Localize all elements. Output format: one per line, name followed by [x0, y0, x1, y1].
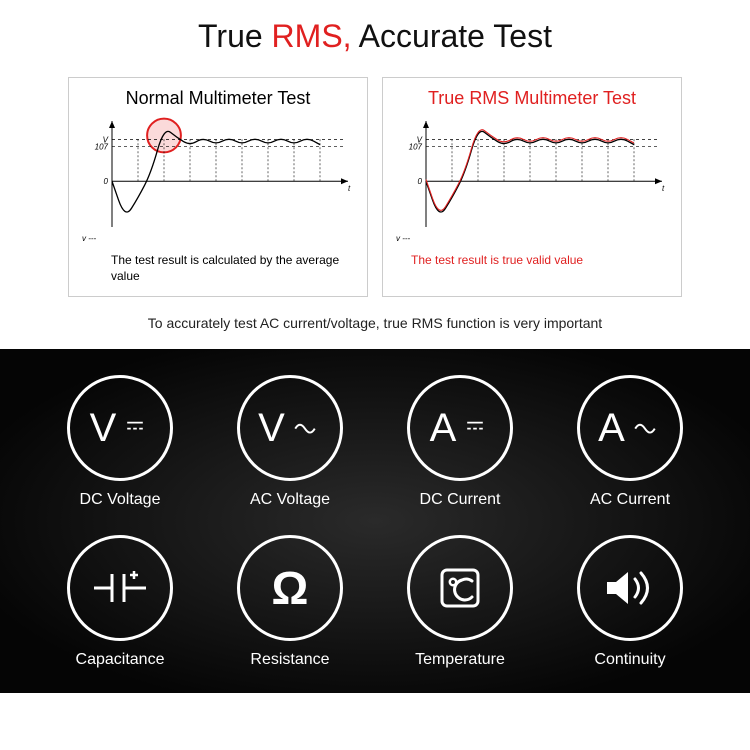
feature-continuity: Continuity	[550, 535, 710, 669]
panel-normal-graph: V1070tv ---	[77, 115, 359, 245]
ac-current-icon: A	[577, 375, 683, 481]
feature-resistance: Ω Resistance	[210, 535, 370, 669]
comparison-panels: Normal Multimeter Test V1070tv --- The t…	[0, 77, 750, 297]
feature-temperature: Temperature	[380, 535, 540, 669]
panel-rms-caption: The test result is true valid value	[391, 253, 673, 269]
svg-text:107: 107	[95, 142, 109, 151]
feature-dc-voltage: V DC Voltage	[40, 375, 200, 509]
dc-voltage-label: DC Voltage	[80, 491, 161, 509]
ac-voltage-icon: V	[237, 375, 343, 481]
resistance-label: Resistance	[250, 651, 329, 669]
feature-icon-grid: V DC Voltage V AC Voltage A DC Current A AC Cur…	[40, 375, 710, 669]
capacitance-icon	[67, 535, 173, 641]
capacitance-label: Capacitance	[76, 651, 165, 669]
svg-text:107: 107	[409, 142, 423, 151]
feature-dc-current: A DC Current	[380, 375, 540, 509]
waveform-normal: V1070tv ---	[77, 115, 359, 245]
svg-text:t: t	[348, 184, 351, 193]
feature-capacitance: Capacitance	[40, 535, 200, 669]
continuity-icon	[577, 535, 683, 641]
panel-normal-caption: The test result is calculated by the ave…	[77, 253, 359, 284]
waveform-rms: V1070tv ---	[391, 115, 673, 245]
dc-current-label: DC Current	[420, 491, 501, 509]
panel-normal: Normal Multimeter Test V1070tv --- The t…	[68, 77, 368, 297]
panel-rms: True RMS Multimeter Test V1070tv --- The…	[382, 77, 682, 297]
resistance-icon: Ω	[237, 535, 343, 641]
ac-current-label: AC Current	[590, 491, 670, 509]
top-section: True RMS, Accurate Test Normal Multimete…	[0, 0, 750, 331]
panel-rms-title: True RMS Multimeter Test	[391, 88, 673, 109]
page-title: True RMS, Accurate Test	[0, 18, 750, 55]
feature-ac-current: A AC Current	[550, 375, 710, 509]
dc-current-icon: A	[407, 375, 513, 481]
dc-voltage-icon: V	[67, 375, 173, 481]
svg-text:v ---: v ---	[82, 234, 97, 243]
temperature-icon	[407, 535, 513, 641]
features-section: V DC Voltage V AC Voltage A DC Current A AC Cur…	[0, 349, 750, 693]
continuity-label: Continuity	[594, 651, 665, 669]
feature-ac-voltage: V AC Voltage	[210, 375, 370, 509]
ac-voltage-label: AC Voltage	[250, 491, 330, 509]
footnote-text: To accurately test AC current/voltage, t…	[0, 315, 750, 331]
svg-text:t: t	[662, 184, 665, 193]
panel-rms-graph: V1070tv ---	[391, 115, 673, 245]
temperature-label: Temperature	[415, 651, 505, 669]
svg-text:0: 0	[104, 177, 109, 186]
panel-normal-title: Normal Multimeter Test	[77, 88, 359, 109]
svg-text:v ---: v ---	[396, 234, 411, 243]
svg-text:0: 0	[418, 177, 423, 186]
